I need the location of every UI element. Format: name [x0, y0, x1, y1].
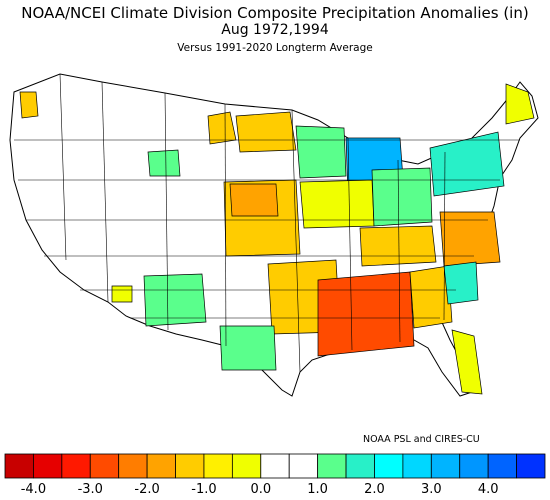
region-new-mexico [143, 273, 207, 327]
colorbar-swatch [430, 453, 461, 479]
colorbar-tick-label: -3.0 [78, 482, 103, 497]
colorbar-swatch [516, 453, 546, 479]
colorbar-swatch [4, 453, 34, 479]
colorbar-swatch [317, 453, 347, 479]
colorbar-tick-label: 2.0 [364, 482, 385, 497]
colorbar-tick-label: -1.0 [191, 482, 216, 497]
region-texas-west [219, 325, 277, 371]
colorbar-swatch [146, 453, 176, 479]
region-tennessee-kentucky [359, 225, 437, 267]
region-maine [505, 83, 535, 125]
colorbar-swatch [402, 453, 432, 479]
colorbar-swatch [231, 453, 262, 479]
region-south-carolina [443, 261, 479, 305]
region-new-york-pennsylvania [429, 131, 505, 197]
colorbar-tick-label: -4.0 [21, 482, 46, 497]
region-missouri-illinois [299, 179, 375, 229]
map-subtitle: Versus 1991-2020 Longterm Average [177, 42, 373, 54]
colorbar-tick-label: 0.0 [250, 482, 271, 497]
region-washington-west [19, 91, 39, 119]
region-kansas-central [229, 183, 279, 217]
region-florida [451, 329, 483, 395]
region-georgia [409, 265, 453, 329]
region-ohio-valley [371, 167, 433, 227]
colorbar-tick-labels: -4.0 -3.0 -2.0 -1.0 0.0 1.0 2.0 3.0 4.0 [21, 482, 499, 497]
colorbar-swatch [203, 453, 233, 479]
map-period: Aug 1972,1994 [221, 22, 329, 38]
colorbar-tick-label: 3.0 [421, 482, 442, 497]
region-iowa-wisconsin [295, 125, 347, 179]
colorbar-swatch [260, 453, 290, 479]
colorbar-swatch [345, 453, 375, 479]
colorbar-swatch [459, 453, 489, 479]
colorbar-swatch [118, 453, 148, 479]
map-credit: NOAA PSL and CIRES-CU [363, 434, 480, 445]
colorbar-swatch [61, 453, 91, 479]
division-borders [14, 73, 520, 373]
colorbar-tick-label: 1.0 [307, 482, 328, 497]
region-louisiana-mississippi-alabama [317, 271, 415, 357]
region-wyoming [147, 149, 181, 177]
colorbar-swatch [33, 453, 63, 479]
us-climate-division-map [9, 73, 539, 397]
colorbar-swatch [175, 453, 205, 479]
anomaly-regions [19, 83, 535, 395]
colorbar-tick-label: 4.0 [478, 482, 499, 497]
colorbar-swatch [487, 453, 517, 479]
colorbar-legend: -4.0 -3.0 -2.0 -1.0 0.0 1.0 2.0 3.0 4.0 [4, 453, 546, 497]
colorbar-swatch [288, 453, 319, 479]
map-title: NOAA/NCEI Climate Division Composite Pre… [21, 4, 529, 22]
region-virginia-north-carolina [439, 211, 501, 267]
colorbar-tick-label: -2.0 [134, 482, 159, 497]
region-arizona [111, 285, 133, 303]
region-minnesota [235, 111, 297, 153]
colorbar-swatch [374, 453, 404, 479]
colorbar-swatch [89, 453, 120, 479]
colorbar-swatches [4, 453, 546, 479]
